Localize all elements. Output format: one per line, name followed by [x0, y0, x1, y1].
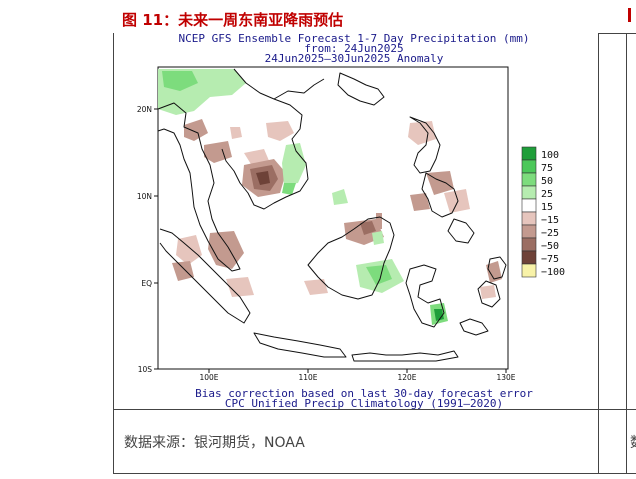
- map-header-title: NCEP GFS Ensemble Forecast 1-7 Day Preci…: [179, 33, 530, 45]
- adjacent-panel-text: 数: [630, 432, 636, 452]
- lat-tick-20n: 20N: [137, 105, 152, 114]
- legend-swatch: [521, 159, 537, 174]
- color-legend: 100 75 50 25 15 −15 −25 −50 −75 −100: [521, 146, 565, 278]
- lon-tick-110e: 110E: [298, 373, 317, 382]
- table-border-far-right: [626, 33, 627, 474]
- legend-label: −75: [541, 254, 559, 265]
- longitude-axis: 100E 110E 120E 130E: [199, 369, 516, 382]
- map-footer-bias: Bias correction based on last 30-day for…: [195, 387, 533, 400]
- anomaly-shading: [158, 69, 502, 325]
- table-border-middle: [113, 409, 636, 410]
- legend-swatch: [521, 146, 537, 161]
- map-header-period: 24Jun2025–30Jun2025 Anomaly: [265, 52, 444, 65]
- legend-label: −25: [541, 228, 559, 239]
- lat-tick-eq: EQ: [141, 279, 152, 288]
- legend-swatch: [521, 172, 537, 187]
- legend-label: −50: [541, 241, 559, 252]
- adjacent-panel-edge: [628, 8, 636, 22]
- legend-swatch: [521, 185, 537, 200]
- legend-swatch: [521, 250, 537, 265]
- map-footer-climatology: CPC Unified Precip Climatology (1991–202…: [225, 397, 503, 409]
- legend-label: 100: [541, 150, 559, 161]
- lat-tick-10s: 10S: [138, 365, 153, 374]
- legend-label: −15: [541, 215, 559, 226]
- data-source: 数据来源：银河期货，NOAA: [124, 435, 305, 451]
- table-border-bottom: [113, 473, 636, 474]
- lat-tick-10n: 10N: [137, 192, 152, 201]
- table-border-left: [113, 33, 114, 474]
- latitude-axis: 20N 10N EQ 10S: [137, 105, 158, 374]
- map-header-date: from: 24Jun2025: [304, 42, 403, 55]
- legend-label: 50: [541, 176, 553, 187]
- legend-label: 25: [541, 189, 553, 200]
- legend-label: 15: [541, 202, 553, 213]
- table-border-right: [598, 33, 599, 474]
- precipitation-anomaly-map: NCEP GFS Ensemble Forecast 1-7 Day Preci…: [114, 33, 598, 409]
- map-plot-area: 20N 10N EQ 10S 100E 110E 120E 130E: [137, 66, 516, 382]
- legend-swatch: [521, 224, 537, 239]
- legend-swatch: [521, 237, 537, 252]
- figure-title: 图 11：未来一周东南亚降雨预估: [122, 11, 344, 29]
- lon-tick-120e: 120E: [397, 373, 416, 382]
- lon-tick-130e: 130E: [496, 373, 515, 382]
- legend-label: 75: [541, 163, 553, 174]
- legend-swatch: [521, 211, 537, 226]
- map-frame: [157, 66, 509, 370]
- legend-swatch: [521, 198, 537, 213]
- legend-swatch: [521, 263, 537, 278]
- legend-label: −100: [541, 267, 565, 278]
- coastlines: [157, 68, 507, 362]
- lon-tick-100e: 100E: [199, 373, 218, 382]
